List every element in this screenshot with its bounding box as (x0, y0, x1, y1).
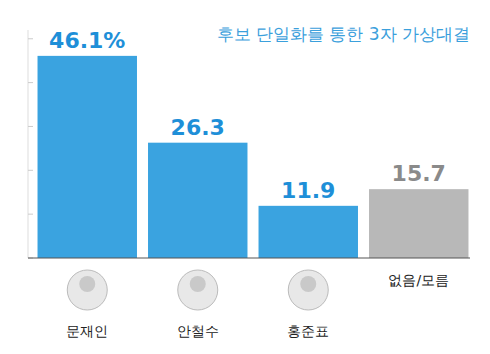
data-label: 11.9 (281, 178, 335, 203)
category-label: 없음/모름 (388, 272, 449, 288)
portrait-icon (178, 270, 218, 310)
portrait-head (79, 276, 95, 292)
data-label: 26.3 (171, 115, 225, 140)
bar (259, 206, 358, 258)
y-tick (28, 38, 33, 39)
portrait-head (190, 276, 206, 292)
bar (38, 56, 137, 258)
y-axis-line (28, 30, 29, 258)
y-tick (28, 126, 33, 127)
bar (369, 189, 468, 258)
baseline (28, 257, 470, 258)
y-tick (28, 214, 33, 215)
category-label: 홍준표 (287, 323, 329, 339)
portrait-icon (288, 270, 328, 310)
bars (38, 56, 469, 258)
portrait-head (300, 276, 316, 292)
chart-title: 후보 단일화를 통한 3자 가상대결 (217, 24, 470, 44)
category-label: 안철수 (177, 323, 219, 339)
chart-svg: 후보 단일화를 통한 3자 가상대결 46.1% 문재인 26.3 안철수 11.9 홍준표… (0, 0, 490, 354)
portrait-icon (67, 270, 107, 310)
labels: 46.1% 문재인 26.3 안철수 11.9 홍준표 15.7 없음/모름 (49, 28, 449, 339)
y-tick (28, 82, 33, 83)
bar (148, 143, 247, 258)
data-label: 15.7 (392, 161, 446, 186)
category-label: 문재인 (66, 323, 108, 339)
chart-container: 후보 단일화를 통한 3자 가상대결 46.1% 문재인 26.3 안철수 11.9 홍준표… (0, 0, 490, 354)
data-label: 46.1% (49, 28, 125, 53)
y-tick (28, 170, 33, 171)
